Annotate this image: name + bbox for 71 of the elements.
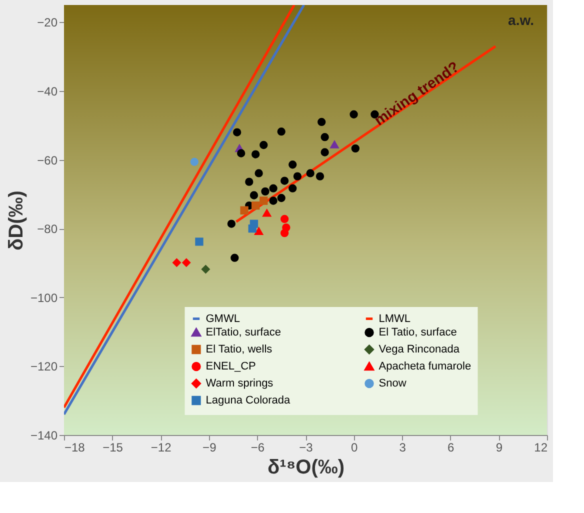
legend-label: ENEL_CP xyxy=(206,360,256,372)
point xyxy=(350,110,358,118)
legend-label: Laguna Colorada xyxy=(206,394,292,406)
x-tick-label: 0 xyxy=(350,440,358,454)
point xyxy=(227,220,236,228)
point xyxy=(237,149,246,158)
x-tick-label: 9 xyxy=(496,440,503,454)
x-axis-title: δ¹⁸O(‰) xyxy=(267,456,345,478)
point xyxy=(254,169,263,178)
point xyxy=(195,238,204,246)
point xyxy=(320,148,329,156)
point xyxy=(250,191,258,200)
point xyxy=(240,206,248,214)
point xyxy=(288,184,297,192)
legend-label: LMWL xyxy=(378,312,411,325)
legend-label: El Tatio, surface xyxy=(378,326,457,338)
point xyxy=(269,184,278,192)
y-tick-label: −120 xyxy=(30,360,58,374)
point xyxy=(182,258,190,267)
point xyxy=(277,194,286,202)
point xyxy=(316,172,324,180)
legend-label: ElTatio, surface xyxy=(206,326,281,338)
point xyxy=(306,169,314,178)
point xyxy=(254,228,263,236)
y-tick-label: −20 xyxy=(37,16,58,30)
x-tick-label: −15 xyxy=(102,440,124,454)
point xyxy=(262,209,271,217)
y-axis-title: δD(‰) xyxy=(5,190,28,250)
point xyxy=(248,224,256,233)
point xyxy=(252,150,260,158)
point xyxy=(260,196,268,205)
point xyxy=(230,254,239,262)
point xyxy=(330,140,339,148)
point xyxy=(202,265,210,274)
x-tick-label: −18 xyxy=(64,440,86,454)
point xyxy=(320,133,329,142)
point xyxy=(232,128,242,136)
y-tick-label: −100 xyxy=(30,290,58,305)
point xyxy=(172,258,181,267)
point xyxy=(280,228,289,238)
y-tick-label: −40 xyxy=(37,84,58,98)
x-tick-label: 12 xyxy=(534,440,548,454)
y-tick-label: −80 xyxy=(37,222,58,236)
point xyxy=(351,144,360,153)
point xyxy=(280,176,289,185)
legend-label: Snow xyxy=(378,378,406,390)
point xyxy=(288,160,297,169)
point xyxy=(252,201,260,210)
point xyxy=(269,196,278,205)
point xyxy=(277,128,286,136)
legend-label: Vega Rinconada xyxy=(378,344,460,356)
point xyxy=(190,158,198,166)
legend-label: GMWL xyxy=(206,312,240,325)
y-tick-label: −60 xyxy=(37,153,58,168)
y-tick-label: −140 xyxy=(30,428,58,442)
x-tick-label: −3 xyxy=(299,440,314,454)
annotation: a.w. xyxy=(508,12,534,28)
x-tick-label: −6 xyxy=(250,440,265,454)
legend-label: Apacheta fumarole xyxy=(378,360,472,372)
x-tick-label: −9 xyxy=(202,440,217,454)
point xyxy=(318,118,326,126)
x-tick-label: −12 xyxy=(150,440,172,454)
x-tick-label: 6 xyxy=(448,440,455,454)
legend-label: Warm springs xyxy=(206,378,274,390)
point xyxy=(280,214,289,224)
point xyxy=(293,172,302,180)
point xyxy=(245,178,254,186)
legend-label: El Tatio, wells xyxy=(206,344,273,356)
point xyxy=(261,187,270,196)
point xyxy=(260,140,268,150)
x-tick-label: 3 xyxy=(399,440,406,454)
